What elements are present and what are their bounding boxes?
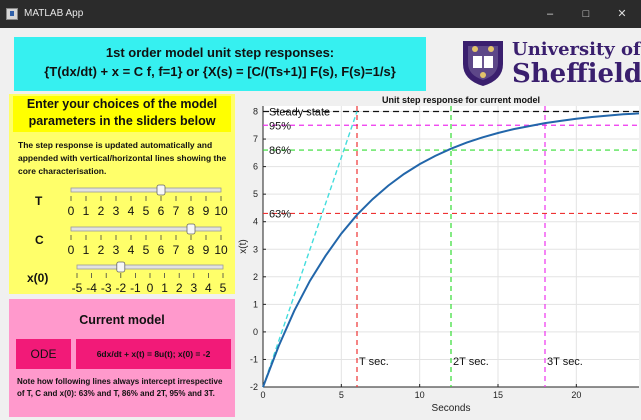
y-tick-label: 3: [253, 244, 258, 254]
close-button[interactable]: ✕: [617, 8, 627, 20]
y-tick-label: 8: [253, 107, 258, 117]
y-tick-label: -2: [250, 382, 258, 392]
slider-tick-label: 2: [98, 204, 105, 218]
slider-thumb[interactable]: [156, 184, 166, 196]
time-marker-label: 3T sec.: [547, 356, 583, 368]
slider-c-label: C: [35, 233, 44, 247]
slider-tick-label: 9: [203, 243, 210, 257]
slider-tick-label: -3: [101, 281, 112, 295]
y-axis-label: x(t): [238, 239, 249, 253]
university-logo: University of Sheffield: [456, 37, 641, 91]
slider-track: [70, 226, 222, 232]
slider-t[interactable]: 0 1 2 3 4 5 6 7 8 9 10: [61, 180, 231, 218]
y-tick-label: 2: [253, 272, 258, 282]
x-tick-label: 5: [339, 390, 344, 400]
slider-tick-label: 0: [68, 204, 75, 218]
window-title: MATLAB App: [24, 8, 84, 19]
slider-x0-label: x(0): [27, 271, 49, 285]
slider-t-label: T: [35, 194, 43, 208]
y-tick-label: 0: [253, 327, 258, 337]
y-tick-label: -1: [250, 354, 258, 364]
slider-tick-label: 3: [190, 281, 197, 295]
slider-tick-label: 9: [203, 204, 210, 218]
level-label: 95%: [269, 120, 291, 132]
y-tick-label: 7: [253, 134, 258, 144]
model-equation: 6dx/dt + x(t) = 8u(t); x(0) = -2: [76, 339, 231, 369]
ode-button[interactable]: ODE: [16, 339, 71, 369]
slider-c[interactable]: 0 1 2 3 4 5 6 7 8 9 10: [61, 219, 231, 257]
slider-thumb[interactable]: [116, 261, 126, 273]
time-marker-label: 2T sec.: [453, 356, 489, 368]
level-label: 86%: [269, 145, 291, 157]
slider-tick-label: 8: [188, 204, 195, 218]
slider-tick-label: -1: [130, 281, 141, 295]
slider-tick-label: 0: [68, 243, 75, 257]
slider-tick-label: 6: [158, 243, 165, 257]
slider-tick-label: 0: [147, 281, 154, 295]
slider-tick-label: 7: [173, 243, 180, 257]
slider-x0[interactable]: -5 -4 -3 -2 -1 0 1 2 3 4 5: [67, 257, 233, 295]
current-model-panel: Current model ODE 6dx/dt + x(t) = 8u(t);…: [9, 299, 235, 417]
slider-thumb[interactable]: [186, 223, 196, 235]
x-tick-label: 20: [571, 390, 581, 400]
slider-tick-label: 3: [113, 243, 120, 257]
slider-tick-label: 2: [176, 281, 183, 295]
slider-tick-label: 4: [205, 281, 212, 295]
time-marker-label: T sec.: [359, 356, 389, 368]
y-tick-label: 1: [253, 299, 258, 309]
slider-tick-label: 5: [220, 281, 227, 295]
y-tick-label: 4: [253, 217, 258, 227]
slider-tick-label: -2: [115, 281, 126, 295]
header-panel: 1st order model unit step responses: {T(…: [14, 37, 426, 91]
initial-slope-tangent: [262, 111, 358, 388]
slider-tick-label: 6: [158, 204, 165, 218]
slider-track: [70, 187, 222, 193]
matlab-app-icon: [6, 8, 18, 20]
slider-tick-label: 4: [128, 243, 135, 257]
slider-tick-label: -4: [86, 281, 97, 295]
y-tick-label: 6: [253, 162, 258, 172]
maximize-button[interactable]: □: [582, 8, 590, 20]
slider-tick-label: 1: [161, 281, 168, 295]
slider-tick-label: 5: [143, 204, 150, 218]
slider-tick-label: 10: [214, 243, 228, 257]
header-equation: {T(dx/dt) + x = C f, f=1} or {X(s) = [C/…: [44, 64, 396, 79]
instructions-title: Enter your choices of the model paramete…: [13, 96, 231, 132]
steady-state-label: Steady state: [269, 107, 330, 119]
slider-tick-label: 5: [143, 243, 150, 257]
slider-tick-label: 1: [83, 204, 90, 218]
parameters-panel: Enter your choices of the model paramete…: [9, 94, 235, 295]
x-tick-label: 15: [493, 390, 503, 400]
level-label: 63%: [269, 208, 291, 220]
slider-tick-label: 4: [128, 204, 135, 218]
current-model-title: Current model: [79, 313, 165, 327]
logo-text-line1: University of: [512, 39, 641, 60]
slider-track: [76, 264, 224, 270]
x-tick-label: 10: [415, 390, 425, 400]
slider-tick-label: 7: [173, 204, 180, 218]
x-axis-label: Seconds: [432, 403, 471, 414]
window-titlebar: MATLAB App – □ ✕: [0, 0, 641, 28]
chart-title: Unit step response for current model: [382, 95, 540, 105]
y-tick-label: 5: [253, 189, 258, 199]
slider-tick-label: 10: [214, 204, 228, 218]
minimize-button[interactable]: –: [546, 8, 554, 20]
x-tick-label: 0: [260, 390, 265, 400]
response-curve: [262, 112, 640, 388]
slider-tick-label: 8: [188, 243, 195, 257]
slider-tick-label: 1: [83, 243, 90, 257]
instructions-help: The step response is updated automatical…: [18, 140, 227, 176]
university-crest-icon: [463, 41, 503, 86]
model-note: Note how following lines always intercep…: [17, 377, 223, 398]
header-title: 1st order model unit step responses:: [105, 45, 335, 60]
slider-tick-label: 2: [98, 243, 105, 257]
slider-tick-label: -5: [72, 281, 83, 295]
slider-tick-label: 3: [113, 204, 120, 218]
logo-text-line2: Sheffield: [512, 59, 641, 89]
